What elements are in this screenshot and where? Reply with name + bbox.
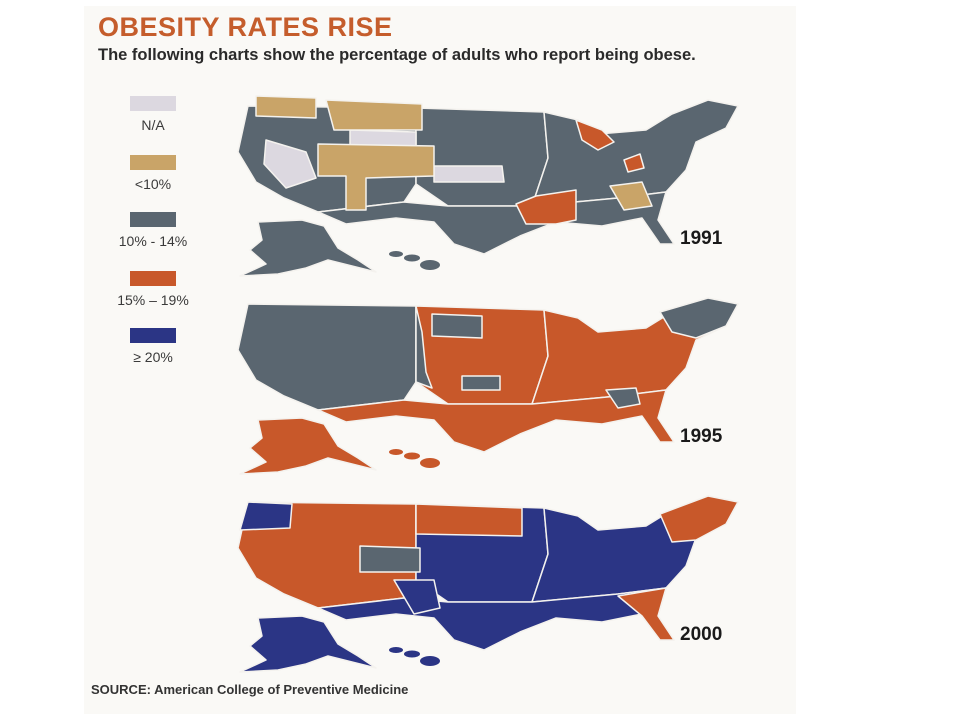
legend-swatch-15-19 xyxy=(130,271,176,286)
legend-item-15-19: 15% – 19% xyxy=(96,271,216,321)
legend-swatch-na xyxy=(130,96,176,111)
hawaii-island-3 xyxy=(420,656,440,666)
hawaii-island-2 xyxy=(404,254,420,262)
region-highlight3 xyxy=(415,495,739,641)
hawaii-island-3 xyxy=(420,458,440,468)
year-label-1991: 1991 xyxy=(680,228,723,249)
map-2000 xyxy=(237,495,739,673)
legend: N/A <10% 10% - 14% 15% – 19% ≥ 20% xyxy=(96,96,216,366)
chart-title: OBESITY RATES RISE xyxy=(98,12,393,42)
region-alaska xyxy=(239,417,377,475)
legend-label-lt10: <10% xyxy=(134,176,172,192)
region-south xyxy=(317,389,675,453)
map-1995 xyxy=(237,297,739,475)
hawaii-island-1 xyxy=(389,251,403,257)
region-alaska xyxy=(239,219,377,277)
legend-label-15-19: 15% – 19% xyxy=(117,292,189,308)
legend-label-ge20: ≥ 20% xyxy=(133,349,173,365)
legend-label-10-14: 10% - 14% xyxy=(118,233,188,249)
hawaii-island-1 xyxy=(389,449,403,455)
chart-subtitle: The following charts show the percentage… xyxy=(98,46,696,64)
map-1991 xyxy=(237,95,739,277)
year-label-2000: 2000 xyxy=(680,624,723,645)
hawaii-island-3 xyxy=(420,260,440,270)
legend-swatch-10-14 xyxy=(130,212,176,227)
legend-item-lt10: <10% xyxy=(96,155,216,205)
region-highlight2 xyxy=(239,501,441,615)
legend-swatch-lt10 xyxy=(130,155,176,170)
region-west xyxy=(237,303,417,411)
legend-item-ge20: ≥ 20% xyxy=(96,328,216,378)
legend-item-10-14: 10% - 14% xyxy=(96,212,216,262)
region-hawaii xyxy=(389,647,440,666)
region-hawaii xyxy=(389,251,440,270)
source-note: SOURCE: American College of Preventive M… xyxy=(91,682,409,697)
region-highlight3 xyxy=(461,375,501,391)
region-highlight xyxy=(415,305,641,409)
region-highlight xyxy=(359,545,421,573)
legend-swatch-ge20 xyxy=(130,328,176,343)
legend-item-na: N/A xyxy=(96,96,216,146)
region-central xyxy=(415,107,549,207)
region-hawaii xyxy=(389,449,440,468)
region-highlight3 xyxy=(515,119,645,225)
region-highlight2 xyxy=(431,297,739,339)
year-label-1995: 1995 xyxy=(680,426,723,447)
hawaii-island-2 xyxy=(404,452,420,460)
legend-label-na: N/A xyxy=(141,117,165,133)
hawaii-island-2 xyxy=(404,650,420,658)
region-highlight2 xyxy=(255,95,653,211)
region-alaska xyxy=(239,615,377,673)
hawaii-island-1 xyxy=(389,647,403,653)
